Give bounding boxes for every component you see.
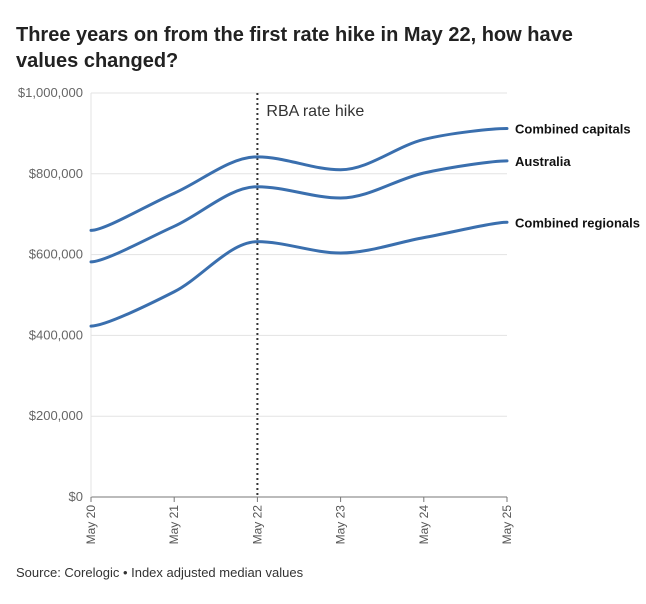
y-axis: $0 $200,000 $400,000 $600,000 $800,000 $1,000…: [18, 85, 92, 504]
x-tick-label: May 22: [250, 505, 264, 545]
series-label: Australia: [515, 154, 571, 169]
series-lines: [89, 127, 509, 328]
series-labels: Combined capitals Australia Combined regio…: [515, 122, 640, 231]
y-tick-label: $400,000: [29, 327, 83, 342]
series-line: [89, 220, 509, 328]
chart-title: Three years on from the first rate hike …: [16, 24, 573, 72]
y-tick-label: $600,000: [29, 247, 83, 262]
x-tick-label: May 25: [500, 505, 514, 545]
series-line: [89, 159, 509, 264]
annotation: RBA rate hike: [256, 93, 364, 497]
y-tick-label: $0: [69, 489, 83, 504]
series-line: [89, 127, 509, 232]
y-tick-label: $1,000,000: [18, 85, 83, 100]
x-tick-label: May 21: [167, 505, 181, 545]
series-label: Combined capitals: [515, 122, 631, 137]
gridlines: [91, 92, 507, 498]
y-tick-label: $200,000: [29, 408, 83, 423]
x-tick-label: May 24: [417, 505, 431, 545]
x-tick-label: May 23: [334, 505, 348, 545]
annotation-label: RBA rate hike: [266, 103, 364, 120]
y-tick-label: $800,000: [29, 166, 83, 181]
x-axis: May 20 May 21 May 22 May 23 May 24 May 25: [84, 497, 514, 544]
source-note: Source: Corelogic • Index adjusted media…: [16, 565, 304, 580]
series-label: Combined regionals: [515, 215, 640, 230]
x-tick-label: May 20: [84, 505, 98, 545]
